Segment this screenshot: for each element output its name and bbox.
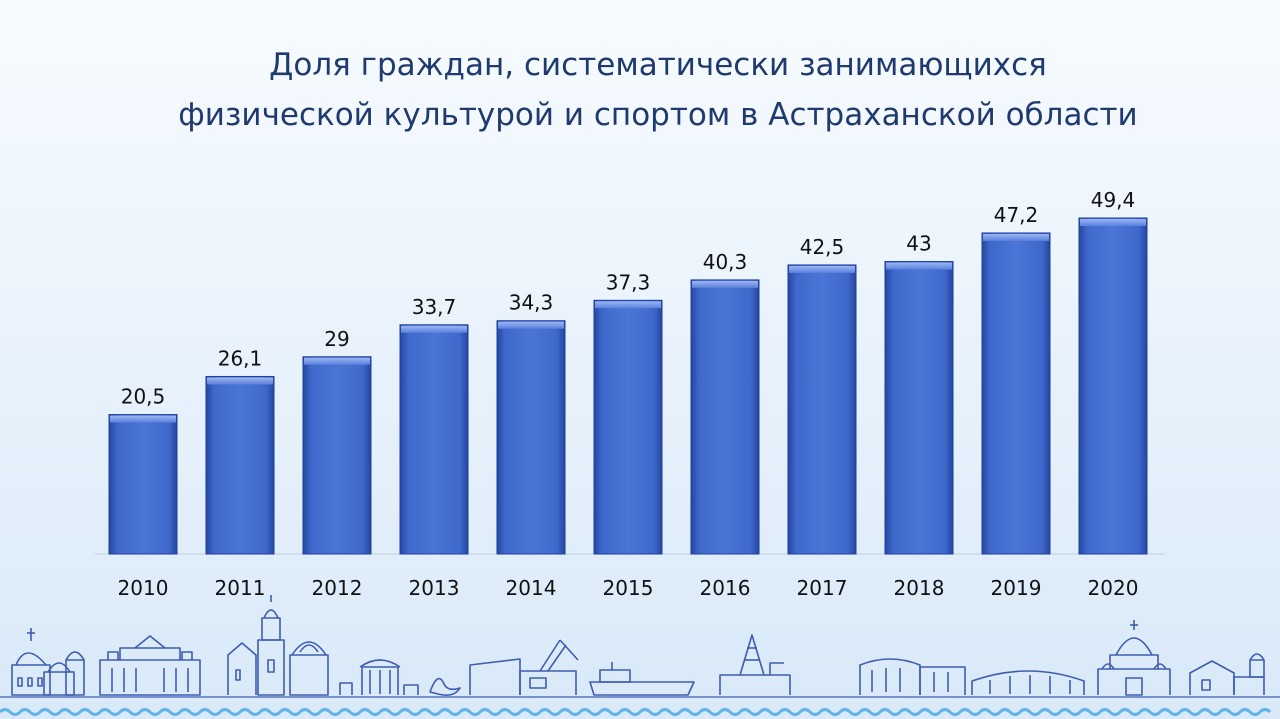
x-tick-label-2019: 2019 [991, 576, 1042, 600]
bar-2020 [1078, 217, 1148, 555]
x-tick-label-2018: 2018 [894, 576, 945, 600]
ship-icon [589, 662, 695, 696]
x-tick-label-2017: 2017 [797, 576, 848, 600]
x-tick-label-2014: 2014 [506, 576, 557, 600]
data-label-2020: 49,4 [1091, 188, 1136, 212]
stadium-icon [971, 670, 1085, 695]
bar-2013 [399, 324, 469, 555]
theater-icon [859, 658, 966, 695]
bar-cap-2011 [207, 377, 273, 385]
x-tick-label-2015: 2015 [603, 576, 654, 600]
data-label-2016: 40,3 [703, 250, 748, 274]
palace-icon [99, 635, 201, 696]
bar-cap-2013 [401, 325, 467, 333]
x-tick-label-2011: 2011 [215, 576, 266, 600]
data-label-2017: 42,5 [800, 235, 845, 259]
bar-2012 [302, 356, 372, 555]
bell-tower-icon [227, 595, 329, 696]
bar-2017 [787, 264, 857, 555]
data-label-2012: 29 [324, 327, 349, 351]
x-tick-label-2010: 2010 [118, 576, 169, 600]
oil-rig-icon [719, 634, 791, 695]
chart-title-line-1: Доля граждан, систематически занимающихс… [269, 47, 1047, 83]
bar-2014 [496, 320, 566, 555]
cathedral-icon [1097, 620, 1171, 696]
bar-cap-2019 [983, 233, 1049, 241]
chart-title-line-2: физической культурой и спортом в Астраха… [178, 97, 1138, 133]
data-label-2015: 37,3 [606, 270, 651, 294]
x-tick-label-2013: 2013 [409, 576, 460, 600]
chart-title: Доля граждан, систематически занимающихс… [0, 40, 1280, 140]
bar-cap-2020 [1080, 219, 1146, 226]
bar-cap-2016 [692, 280, 758, 288]
rotunda-icon [339, 659, 419, 695]
bar-cap-2010 [110, 415, 176, 423]
bar-2019 [981, 232, 1051, 555]
wave-decoration [0, 708, 1272, 716]
bar-cap-2015 [595, 301, 661, 309]
kremlin-icon [11, 628, 85, 696]
data-label-2011: 26,1 [218, 346, 263, 370]
data-label-2014: 34,3 [509, 291, 554, 315]
data-label-2019: 47,2 [994, 203, 1039, 227]
bar-cap-2012 [304, 357, 370, 365]
data-label-2010: 20,5 [121, 385, 166, 409]
bar-2018 [884, 261, 954, 555]
x-tick-label-2020: 2020 [1088, 576, 1139, 600]
houses-icon [1189, 653, 1265, 695]
x-tick-label-2012: 2012 [312, 576, 363, 600]
bar-2011 [205, 375, 275, 555]
data-label-2018: 43 [906, 232, 931, 256]
bar-2015 [593, 299, 663, 555]
x-tick-label-2016: 2016 [700, 576, 751, 600]
swan-icon [429, 677, 461, 696]
bar-cap-2017 [789, 265, 855, 273]
bar-2010 [108, 414, 178, 555]
port-crane-icon [469, 639, 579, 695]
bar-cap-2014 [498, 321, 564, 329]
bar-cap-2018 [886, 262, 952, 270]
bar-2016 [690, 279, 760, 555]
data-label-2013: 33,7 [412, 295, 457, 319]
